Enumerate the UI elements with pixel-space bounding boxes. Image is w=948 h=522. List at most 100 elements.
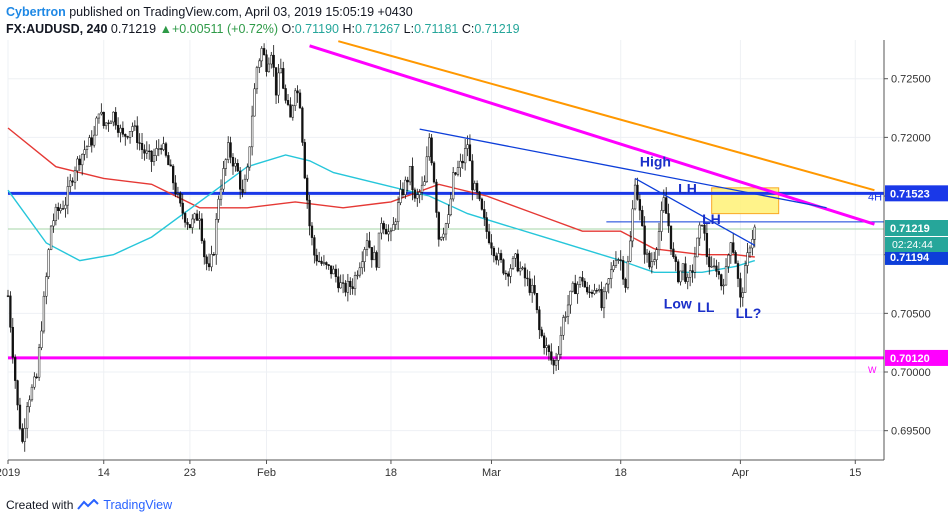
candle-body — [102, 111, 105, 126]
open-value: 0.71190 — [294, 22, 340, 36]
candle-body — [90, 137, 93, 146]
candle-body — [241, 189, 244, 193]
high-value: 0.71267 — [355, 22, 401, 36]
candle-body — [435, 181, 438, 213]
candle-body — [109, 121, 113, 124]
candle-body — [210, 254, 213, 268]
candle-body — [250, 115, 254, 148]
candle-body — [619, 259, 622, 261]
candle-body — [612, 265, 615, 271]
candle-body — [219, 188, 223, 200]
candle-body — [339, 282, 342, 289]
publish-line: Cybertron published on TradingView.com, … — [6, 4, 886, 21]
candle-body — [351, 286, 354, 289]
candle-body — [308, 199, 311, 227]
close-value: 0.71219 — [474, 22, 520, 36]
candle-body — [645, 252, 649, 255]
candle-body — [696, 237, 699, 258]
candle-body — [688, 270, 692, 278]
candle-body — [258, 60, 261, 68]
candle-body — [368, 240, 371, 248]
candle-body — [444, 223, 448, 235]
candle-body — [377, 232, 381, 268]
candle-body — [540, 329, 543, 337]
candle-body — [301, 107, 304, 143]
level-price-label: 0.71219 — [890, 223, 930, 235]
candle-body — [408, 165, 412, 183]
candle-body — [126, 136, 129, 138]
price-tick-label: 0.72000 — [891, 132, 931, 144]
candle-body — [47, 249, 50, 277]
candle-body — [626, 261, 630, 288]
candle-body — [677, 261, 680, 283]
candle-body — [535, 293, 539, 311]
candle-body — [205, 256, 208, 264]
candle-body — [282, 68, 285, 89]
candle-body — [447, 214, 450, 225]
chart-header: Cybertron published on TradingView.com, … — [6, 4, 886, 40]
candle-body — [313, 237, 316, 256]
candle-body — [679, 270, 682, 283]
candle-body — [428, 137, 431, 158]
candle-body — [317, 260, 321, 263]
candle-body — [148, 150, 151, 152]
author-name[interactable]: Cybertron — [6, 5, 66, 19]
candle-body — [720, 274, 723, 287]
level-price-label: 0.71194 — [890, 252, 930, 264]
candle-body — [97, 113, 101, 119]
candle-body — [112, 111, 115, 123]
candle-body — [262, 48, 266, 55]
annotation-label: Low — [664, 296, 692, 312]
time-tick-label: 2019 — [0, 467, 20, 479]
candle-body — [195, 213, 199, 221]
candle-body — [638, 199, 642, 211]
candle-body — [485, 217, 488, 232]
candle-body — [633, 184, 637, 210]
candle-body — [365, 240, 369, 250]
candle-body — [468, 144, 472, 162]
price-tick-label: 0.70500 — [891, 308, 931, 320]
candle-body — [341, 282, 345, 284]
close-label: C: — [461, 22, 475, 36]
candle-body — [648, 252, 651, 268]
candle-body — [389, 230, 393, 233]
candle-body — [217, 198, 220, 220]
up-arrow-icon: ▲ — [159, 22, 172, 36]
candle-body — [566, 304, 570, 317]
candle-body — [531, 285, 534, 293]
candle-body — [547, 345, 551, 352]
candle-body — [160, 148, 163, 150]
candle-body — [463, 148, 467, 164]
candle-body — [246, 166, 249, 180]
candle-body — [681, 263, 685, 272]
candle-body — [655, 249, 658, 261]
candle-body — [239, 170, 242, 190]
candle-body — [260, 48, 263, 62]
candle-body — [193, 213, 196, 220]
annotation-label: LL — [697, 299, 715, 315]
candle-body — [243, 178, 247, 193]
time-tick-label: Feb — [257, 467, 276, 479]
candle-body — [188, 224, 192, 228]
candle-body — [392, 224, 395, 232]
candle-body — [155, 148, 158, 156]
candle-body — [521, 267, 524, 269]
candle-body — [306, 177, 309, 201]
symbol-label[interactable]: FX:AUDUSD, 240 — [6, 22, 108, 36]
candle-body — [35, 376, 38, 378]
candle-body — [42, 295, 46, 332]
candle-body — [215, 219, 218, 255]
tradingview-brand[interactable]: TradingView — [103, 498, 173, 512]
candle-body — [404, 179, 407, 195]
candle-body — [76, 158, 79, 171]
candle-body — [54, 206, 58, 221]
candle-body — [571, 282, 575, 292]
candle-body — [511, 257, 515, 269]
candle-body — [353, 275, 357, 289]
candle-body — [200, 218, 204, 242]
candle-body — [394, 221, 397, 225]
candle-body — [150, 150, 153, 162]
candle-body — [432, 162, 436, 183]
candle-body — [588, 291, 591, 294]
